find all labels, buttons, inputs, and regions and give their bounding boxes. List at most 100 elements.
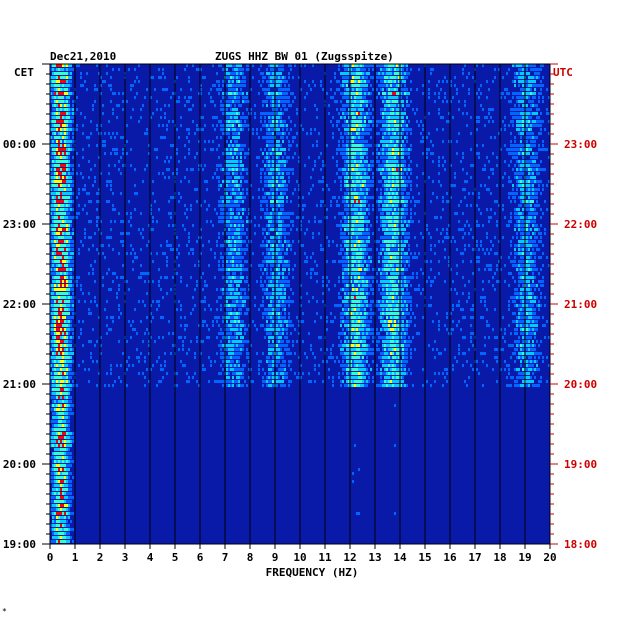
heatmap-cell	[360, 256, 362, 259]
heatmap-cell	[278, 156, 280, 159]
heatmap-cell	[64, 108, 66, 111]
heatmap-cell	[200, 228, 202, 231]
heatmap-cell	[66, 88, 68, 91]
cet-zone-label: CET	[14, 66, 34, 79]
heatmap-cell	[294, 188, 296, 191]
heatmap-cell	[384, 136, 386, 139]
heatmap-cell	[250, 88, 252, 91]
heatmap-cell	[350, 220, 352, 223]
heatmap-cell	[366, 188, 368, 191]
heatmap-cell	[236, 212, 238, 215]
heatmap-cell	[178, 136, 180, 139]
heatmap-cell	[272, 200, 274, 203]
heatmap-cell	[296, 132, 298, 135]
heatmap-cell	[540, 68, 542, 71]
heatmap-cell	[338, 120, 340, 123]
heatmap-cell	[520, 152, 522, 155]
heatmap-cell	[380, 180, 382, 183]
heatmap-cell	[338, 144, 340, 147]
heatmap-cell	[54, 248, 56, 251]
heatmap-cell	[530, 76, 532, 79]
heatmap-cell	[278, 236, 280, 239]
heatmap-cell	[228, 96, 230, 99]
heatmap-cell	[398, 64, 400, 67]
heatmap-cell	[388, 132, 390, 135]
heatmap-cell	[52, 268, 54, 271]
heatmap-cell	[360, 196, 362, 199]
heatmap-cell	[346, 164, 348, 167]
heatmap-cell	[506, 72, 508, 75]
heatmap-cell	[356, 140, 358, 143]
heatmap-cell	[492, 152, 494, 155]
heatmap-cell	[288, 100, 290, 103]
heatmap-cell	[526, 88, 528, 91]
heatmap-cell	[192, 64, 194, 67]
heatmap-cell	[482, 108, 484, 111]
heatmap-cell	[86, 72, 88, 75]
heatmap-cell	[434, 244, 436, 247]
heatmap-cell	[530, 64, 532, 67]
heatmap-cell	[222, 196, 224, 199]
heatmap-cell	[402, 64, 404, 67]
heatmap-cell	[366, 148, 368, 151]
heatmap-cell	[540, 124, 542, 127]
heatmap-cell	[264, 184, 266, 187]
heatmap-cell	[286, 160, 288, 163]
heatmap-cell	[358, 232, 360, 235]
heatmap-cell	[406, 252, 408, 255]
heatmap-cell	[298, 156, 300, 159]
heatmap-cell	[104, 152, 106, 155]
heatmap-cell	[56, 196, 58, 199]
heatmap-cell	[266, 244, 268, 247]
heatmap-cell	[64, 128, 66, 131]
heatmap-cell	[522, 252, 524, 255]
heatmap-cell	[386, 168, 388, 171]
heatmap-cell	[284, 192, 286, 195]
heatmap-cell	[400, 176, 402, 179]
heatmap-cell	[402, 268, 404, 271]
heatmap-cell	[390, 128, 392, 131]
heatmap-cell	[382, 204, 384, 207]
heatmap-cell	[404, 148, 406, 151]
heatmap-cell	[408, 256, 410, 259]
heatmap-cell	[54, 148, 56, 151]
heatmap-cell	[354, 244, 356, 247]
heatmap-cell	[396, 124, 398, 127]
heatmap-cell	[238, 100, 240, 103]
heatmap-cell	[360, 228, 362, 231]
heatmap-cell	[484, 164, 486, 167]
heatmap-cell	[536, 248, 538, 251]
heatmap-cell	[402, 152, 404, 155]
heatmap-cell	[360, 184, 362, 187]
heatmap-cell	[454, 240, 456, 243]
heatmap-cell	[160, 108, 162, 111]
heatmap-cell	[50, 168, 52, 171]
heatmap-cell	[544, 128, 546, 131]
heatmap-cell	[390, 212, 392, 215]
heatmap-cell	[372, 164, 374, 167]
heatmap-cell	[382, 116, 384, 119]
heatmap-cell	[220, 220, 222, 223]
heatmap-cell	[60, 232, 62, 235]
heatmap-cell	[532, 200, 534, 203]
heatmap-cell	[390, 160, 392, 163]
heatmap-cell	[358, 96, 360, 99]
heatmap-cell	[234, 224, 236, 227]
heatmap-cell	[82, 132, 84, 135]
heatmap-cell	[394, 148, 396, 151]
heatmap-cell	[412, 108, 414, 111]
heatmap-cell	[352, 264, 354, 267]
heatmap-cell	[466, 220, 468, 223]
heatmap-cell	[520, 172, 522, 175]
heatmap-cell	[414, 236, 416, 239]
heatmap-cell	[112, 112, 114, 115]
heatmap-cell	[360, 152, 362, 155]
heatmap-cell	[362, 236, 364, 239]
heatmap-cell	[68, 232, 70, 235]
heatmap-cell	[464, 100, 466, 103]
heatmap-cell	[278, 212, 280, 215]
heatmap-cell	[354, 236, 356, 239]
heatmap-cell	[284, 148, 286, 151]
heatmap-cell	[346, 180, 348, 183]
heatmap-cell	[522, 216, 524, 219]
